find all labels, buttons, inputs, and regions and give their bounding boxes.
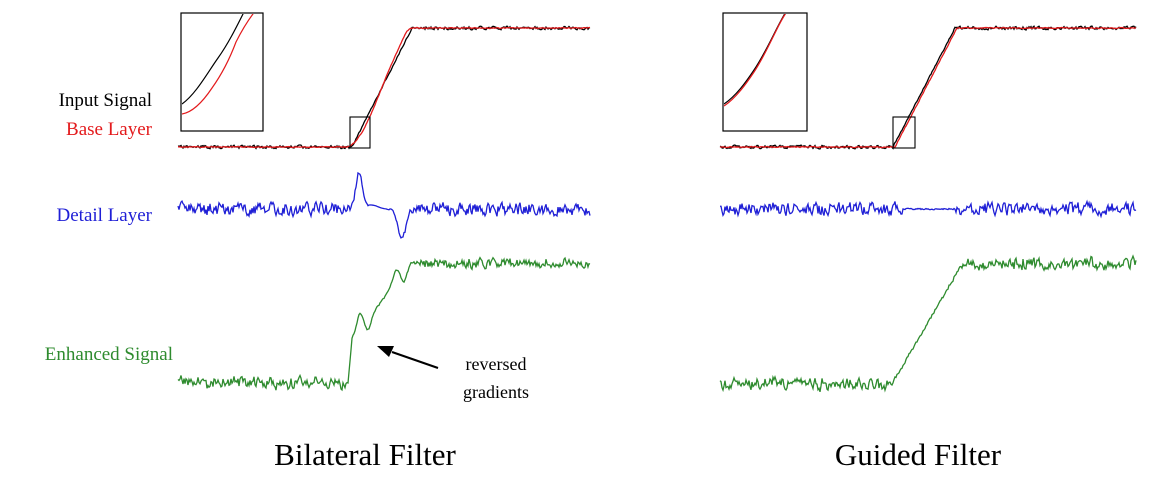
label-detail-layer: Detail Layer <box>57 205 153 226</box>
label-input-signal: Input Signal <box>59 90 152 111</box>
inset-base-curve-right <box>724 14 786 107</box>
caption-guided-filter: Guided Filter <box>835 437 1002 472</box>
base-layer-curve-left <box>177 26 591 149</box>
label-enhanced-signal: Enhanced Signal <box>45 344 173 365</box>
zoom-region-box-right <box>892 116 916 149</box>
detail-layer-curve-right <box>720 199 1137 219</box>
caption-bilateral-filter: Bilateral Filter <box>274 437 456 472</box>
label-base-layer: Base Layer <box>66 119 153 140</box>
enhanced-signal-curve-left <box>177 256 591 392</box>
inset-base-curve-left <box>182 14 254 115</box>
annotation-arrow <box>391 351 439 369</box>
annotation-gradients: gradients <box>463 382 529 402</box>
panel-guided: Guided Filter <box>719 12 1137 472</box>
detail-layer-curve-left <box>177 171 591 239</box>
enhanced-signal-curve-right <box>719 254 1137 393</box>
zoom-inset-box-right <box>722 12 808 132</box>
panel-bilateral: reversed gradients Bilateral Filter <box>177 12 591 472</box>
base-layer-curve-right <box>719 26 1137 149</box>
zoom-region-box-left <box>349 116 371 149</box>
inset-input-curve-left <box>182 14 244 105</box>
annotation-arrowhead <box>377 346 394 357</box>
annotation-reversed: reversed <box>466 354 527 374</box>
